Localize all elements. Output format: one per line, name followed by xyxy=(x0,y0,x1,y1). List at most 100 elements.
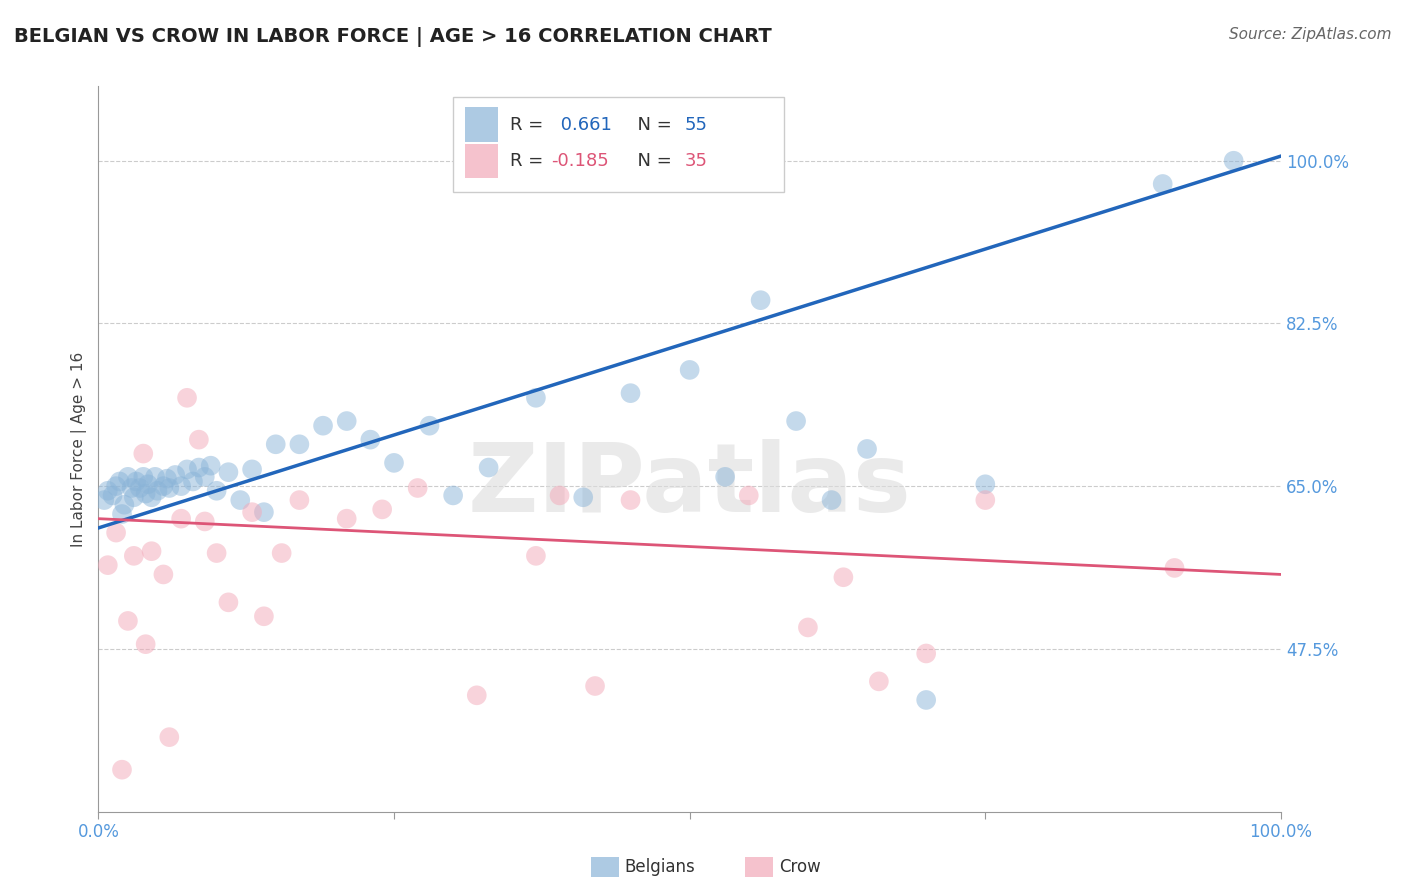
Text: 55: 55 xyxy=(685,116,709,134)
Text: -0.185: -0.185 xyxy=(551,152,609,170)
Point xyxy=(135,486,157,500)
Point xyxy=(312,418,335,433)
Point xyxy=(93,493,115,508)
Point xyxy=(832,570,855,584)
Point xyxy=(146,483,169,498)
Point xyxy=(418,418,440,433)
Point xyxy=(108,475,131,489)
Point xyxy=(288,437,311,451)
Point xyxy=(974,477,997,491)
Point xyxy=(170,479,193,493)
Point xyxy=(135,637,157,651)
Point xyxy=(181,475,204,489)
Point xyxy=(205,546,228,560)
Text: BELGIAN VS CROW IN LABOR FORCE | AGE > 16 CORRELATION CHART: BELGIAN VS CROW IN LABOR FORCE | AGE > 1… xyxy=(14,27,772,46)
Point xyxy=(619,386,641,401)
Point xyxy=(868,674,890,689)
Point xyxy=(264,437,287,451)
Point xyxy=(194,470,217,484)
Point xyxy=(157,730,180,744)
Point xyxy=(441,488,464,502)
Point xyxy=(105,479,128,493)
Text: Source: ZipAtlas.com: Source: ZipAtlas.com xyxy=(1229,27,1392,42)
Point xyxy=(122,490,145,504)
Point xyxy=(141,544,163,558)
Text: ZIPatlas: ZIPatlas xyxy=(468,439,911,532)
Point xyxy=(187,433,209,447)
Point xyxy=(406,481,429,495)
Text: Belgians: Belgians xyxy=(624,858,695,876)
Point xyxy=(253,505,276,519)
Point xyxy=(336,511,359,525)
Point xyxy=(679,363,702,377)
Point xyxy=(165,467,187,482)
Point xyxy=(714,470,737,484)
Point xyxy=(856,442,879,456)
Point xyxy=(132,447,155,461)
Point xyxy=(176,462,198,476)
Text: N =: N = xyxy=(626,116,678,134)
Point xyxy=(176,391,198,405)
Point xyxy=(111,507,134,521)
Point xyxy=(141,490,163,504)
Point xyxy=(820,493,842,508)
Point xyxy=(117,614,139,628)
Point xyxy=(524,391,547,405)
Point xyxy=(157,481,180,495)
Text: Crow: Crow xyxy=(779,858,821,876)
Point xyxy=(136,477,159,491)
Point xyxy=(97,558,120,573)
Point xyxy=(288,493,311,508)
Point xyxy=(132,470,155,484)
Text: N =: N = xyxy=(626,152,678,170)
Point xyxy=(336,414,359,428)
Point xyxy=(915,693,938,707)
Point xyxy=(205,483,228,498)
Point xyxy=(548,488,571,502)
Point xyxy=(371,502,394,516)
Point xyxy=(187,460,209,475)
Text: R =: R = xyxy=(510,116,548,134)
FancyBboxPatch shape xyxy=(453,97,785,192)
Point xyxy=(270,546,292,560)
Y-axis label: In Labor Force | Age > 16: In Labor Force | Age > 16 xyxy=(72,351,87,547)
Point xyxy=(382,456,405,470)
Point xyxy=(583,679,606,693)
Point xyxy=(101,488,124,502)
Point xyxy=(194,515,217,529)
Point xyxy=(121,481,143,495)
Point xyxy=(156,472,179,486)
Point xyxy=(152,479,174,493)
FancyBboxPatch shape xyxy=(465,144,498,178)
Point xyxy=(738,488,761,502)
Point xyxy=(97,483,120,498)
Point xyxy=(524,549,547,563)
Point xyxy=(1152,177,1174,191)
Point xyxy=(240,462,263,476)
Point xyxy=(229,493,252,508)
Text: 0.661: 0.661 xyxy=(555,116,612,134)
Point xyxy=(143,470,166,484)
Point xyxy=(785,414,807,428)
Point xyxy=(240,505,263,519)
Point xyxy=(200,458,222,473)
Point xyxy=(105,525,128,540)
Point xyxy=(217,595,239,609)
Point xyxy=(128,481,150,495)
FancyBboxPatch shape xyxy=(465,107,498,142)
Point xyxy=(170,511,193,525)
Point xyxy=(125,475,148,489)
Point xyxy=(572,490,595,504)
Point xyxy=(465,688,488,702)
Point xyxy=(111,763,134,777)
Point xyxy=(253,609,276,624)
Point xyxy=(1222,153,1244,168)
Point xyxy=(749,293,772,308)
Point xyxy=(359,433,381,447)
Text: R =: R = xyxy=(510,152,548,170)
Point xyxy=(217,465,239,479)
Point xyxy=(1163,561,1185,575)
Point xyxy=(619,493,641,508)
Point xyxy=(915,647,938,661)
Point xyxy=(152,567,174,582)
